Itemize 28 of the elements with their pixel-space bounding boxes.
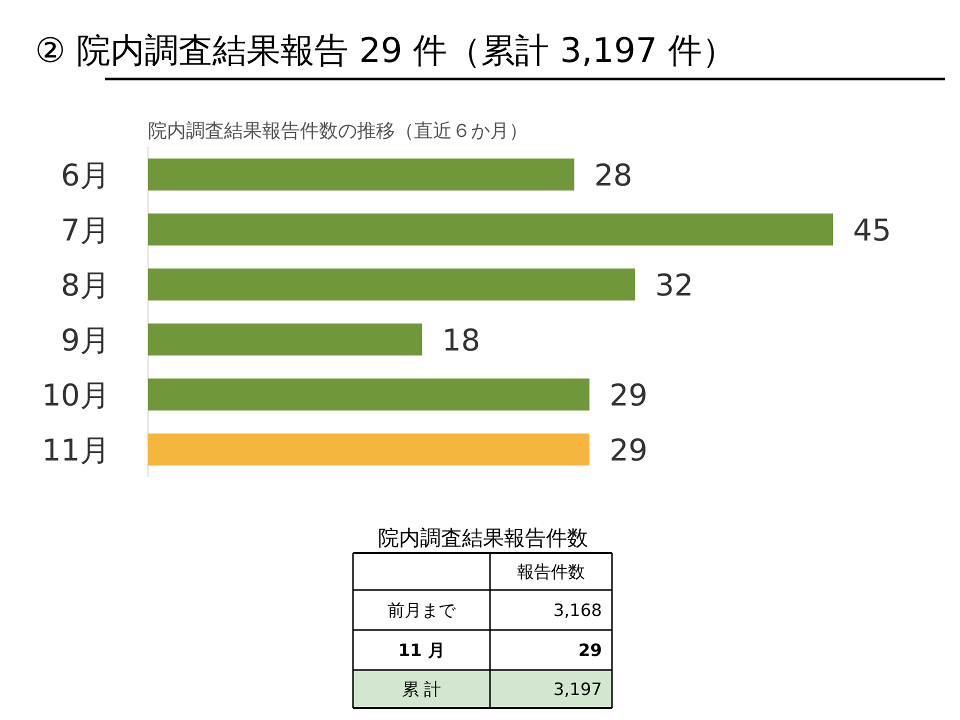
data-label: 45 <box>853 214 892 248</box>
y-tick-label: 11月 <box>42 434 110 468</box>
bar <box>148 378 590 410</box>
data-label: 29 <box>609 434 648 468</box>
y-tick-label: 6月 <box>60 158 110 194</box>
data-label: 28 <box>594 158 632 194</box>
y-tick-label: 8月 <box>60 268 110 304</box>
bar <box>148 268 636 300</box>
text: 3,168 <box>553 601 602 621</box>
category-label: 前月まで <box>388 601 456 621</box>
bar <box>148 324 422 356</box>
bar <box>148 214 833 246</box>
chart-subtitle: 院内調査結果報告件数の推移（直近６か月） <box>148 120 528 142</box>
y-tick-label: 10月 <box>42 378 110 414</box>
text: 3,197 <box>553 680 602 700</box>
bar <box>148 158 574 190</box>
category-label: 報告件数 <box>517 562 585 582</box>
text: 29 <box>578 641 602 661</box>
text: 院内調査結果報告件数 <box>378 526 588 550</box>
y-tick-label: 7月 <box>60 214 110 248</box>
data-label: 32 <box>655 268 694 304</box>
bar <box>148 434 590 466</box>
category-label: 累 計 <box>402 680 442 700</box>
data-label: 18 <box>442 324 480 358</box>
category-label: 11 月 <box>398 641 445 661</box>
chart-title: ② 院内調査結果報告 29 件（累計 3,197 件） <box>35 31 736 71</box>
data-label: 29 <box>609 378 648 414</box>
y-tick-label: 9月 <box>60 324 110 358</box>
